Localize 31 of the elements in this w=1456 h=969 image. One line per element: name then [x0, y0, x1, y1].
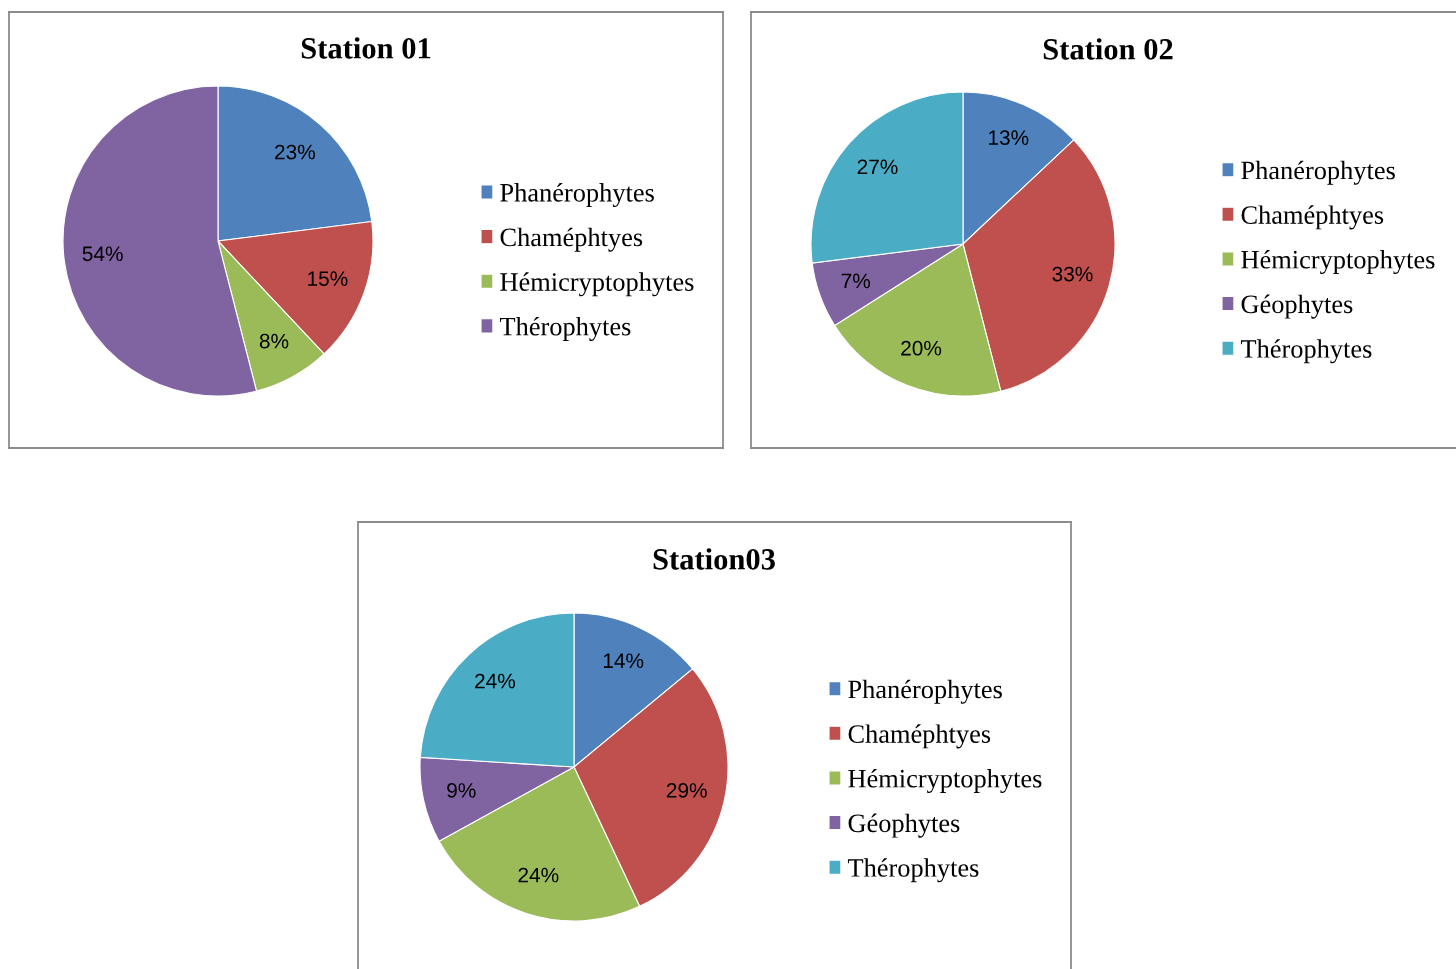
legend-label: Chaméphtyes: [848, 724, 991, 749]
data-label: 8%: [259, 333, 289, 349]
chart-title: Station 01: [301, 37, 431, 59]
legend-label: Thérophytes: [1240, 339, 1372, 364]
chart-title: Station 02: [1043, 38, 1173, 60]
data-label: 15%: [308, 271, 348, 286]
legend-label: Phanérophytes: [1241, 160, 1395, 185]
legend-label: Hémicryptophytes: [500, 272, 694, 297]
data-label: 7%: [841, 273, 871, 289]
data-label: 14%: [603, 653, 644, 668]
data-label: 13%: [989, 130, 1029, 145]
data-label: 20%: [901, 340, 942, 356]
data-label: 9%: [447, 783, 476, 798]
legend-label: Phanérophytes: [500, 183, 654, 208]
legend-label: Phanérophytes: [848, 679, 1002, 704]
data-label: 29%: [666, 783, 707, 798]
data-label: 33%: [1052, 266, 1093, 282]
data-label: 27%: [857, 159, 898, 175]
legend-label: Géophytes: [848, 813, 960, 838]
legend-label: Thérophytes: [847, 858, 979, 883]
chart-title: Station03: [653, 548, 775, 570]
legend-label: Chaméphtyes: [500, 227, 643, 252]
data-label: 54%: [82, 246, 123, 262]
legend-label: Géophytes: [1241, 294, 1353, 319]
data-label: 24%: [518, 867, 559, 883]
legend-label: Chaméphtyes: [1241, 205, 1384, 230]
legend-label: Hémicryptophytes: [848, 768, 1042, 794]
legend-label: Thérophytes: [499, 316, 631, 341]
legend-label: Hémicryptophytes: [1241, 249, 1435, 275]
data-label: 23%: [275, 144, 315, 160]
data-label: 24%: [475, 673, 516, 689]
